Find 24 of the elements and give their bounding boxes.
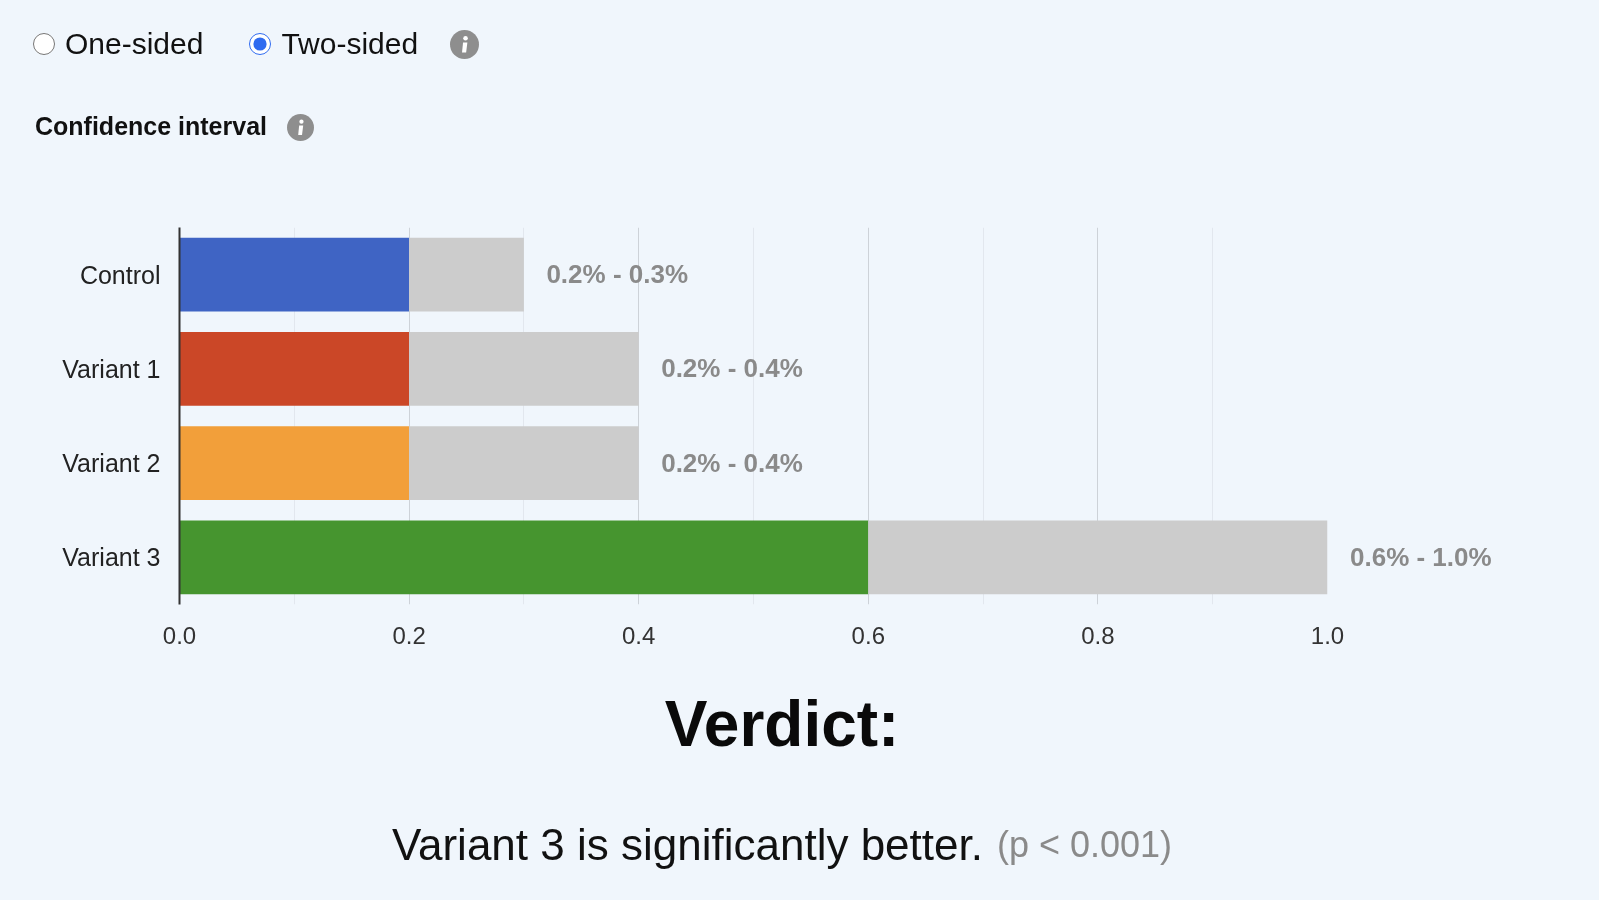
text: Two-sided	[280, 25, 419, 62]
annotation: 0.2% - 0.3%	[546, 258, 689, 290]
x-tick-label: 1.0	[1310, 621, 1345, 649]
x-tick-label: 0.2	[392, 621, 426, 649]
x-tick-label: 0.6	[851, 621, 885, 649]
y-tick-label: Variant 3	[62, 543, 161, 572]
bar	[179, 426, 410, 500]
bar	[179, 237, 410, 312]
text: Variant 3 is significantly better.	[391, 818, 983, 871]
x-tick-label: 0.8	[1081, 621, 1115, 649]
chart-title: Confidence interval	[35, 111, 267, 143]
text: Verdict:	[663, 687, 901, 763]
x-tick-label: 0.4	[622, 621, 656, 649]
x-tick-label: 0.0	[162, 621, 197, 649]
annotation: 0.2% - 0.4%	[661, 447, 803, 479]
y-tick-label: Variant 1	[62, 354, 161, 383]
text: One-sided	[64, 25, 204, 62]
text: (p < 0.001)	[996, 823, 1173, 868]
y-tick-label: Variant 2	[62, 449, 161, 478]
annotation: 0.6% - 1.0%	[1350, 541, 1492, 573]
bar	[179, 520, 869, 595]
annotation: 0.2% - 0.4%	[661, 352, 803, 384]
y-tick-label: Control	[79, 260, 161, 289]
bar	[179, 332, 410, 406]
